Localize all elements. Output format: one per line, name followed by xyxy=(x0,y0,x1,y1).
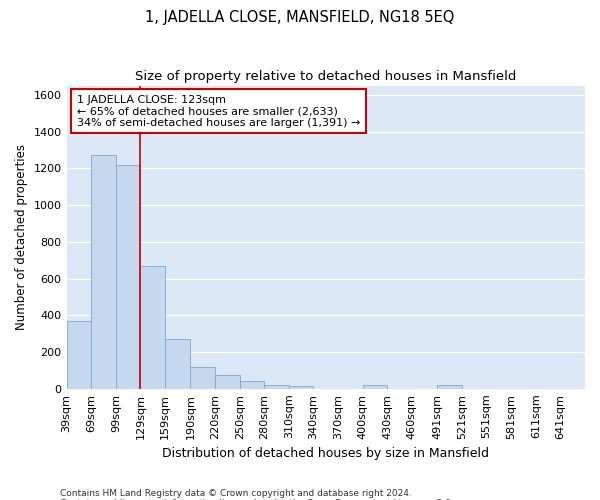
Text: 1 JADELLA CLOSE: 123sqm
← 65% of detached houses are smaller (2,633)
34% of semi: 1 JADELLA CLOSE: 123sqm ← 65% of detache… xyxy=(77,94,360,128)
Title: Size of property relative to detached houses in Mansfield: Size of property relative to detached ho… xyxy=(135,70,517,83)
Bar xyxy=(165,339,190,389)
Bar xyxy=(362,385,387,389)
X-axis label: Distribution of detached houses by size in Mansfield: Distribution of detached houses by size … xyxy=(162,447,489,460)
Bar xyxy=(91,156,116,389)
Text: Contains HM Land Registry data © Crown copyright and database right 2024.: Contains HM Land Registry data © Crown c… xyxy=(60,488,412,498)
Bar xyxy=(215,375,239,389)
Bar xyxy=(140,266,165,389)
Bar xyxy=(264,385,289,389)
Bar xyxy=(116,164,140,389)
Bar xyxy=(239,382,264,389)
Bar xyxy=(437,385,462,389)
Y-axis label: Number of detached properties: Number of detached properties xyxy=(15,144,28,330)
Bar xyxy=(190,367,215,389)
Bar xyxy=(289,386,313,389)
Bar xyxy=(67,321,91,389)
Text: 1, JADELLA CLOSE, MANSFIELD, NG18 5EQ: 1, JADELLA CLOSE, MANSFIELD, NG18 5EQ xyxy=(145,10,455,25)
Text: Contains public sector information licensed under the Open Government Licence v3: Contains public sector information licen… xyxy=(60,498,454,500)
